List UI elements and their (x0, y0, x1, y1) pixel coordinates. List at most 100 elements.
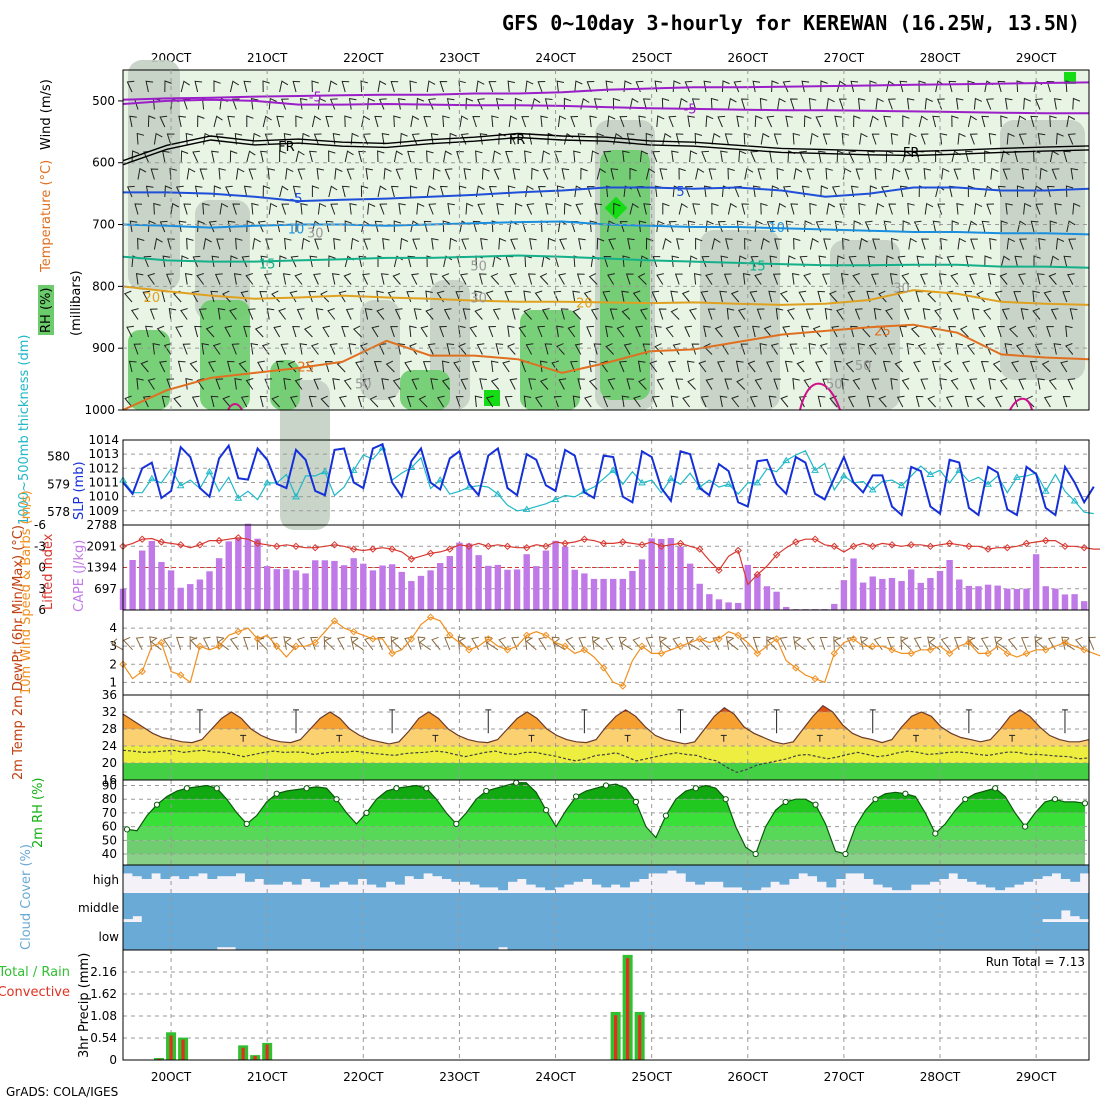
surface-wind-barb (968, 637, 979, 651)
cloud-cell (1070, 922, 1081, 950)
wind-barb (808, 97, 817, 110)
wind-barb (262, 185, 271, 198)
wind-barb (896, 290, 905, 303)
wind-barb (159, 115, 168, 128)
cape-bar (859, 582, 867, 610)
wind-barb (243, 185, 252, 198)
wind-barb (749, 395, 758, 408)
rh-legend-swatch (38, 285, 54, 335)
wind-barb (817, 290, 825, 303)
cloud-cell (1023, 893, 1034, 922)
wind-speed-marker (215, 642, 223, 650)
cape-bar (302, 573, 309, 610)
surface-wind-barb (940, 636, 950, 651)
cloud-cell (385, 893, 396, 922)
rh-medium-patch (830, 240, 900, 410)
wind-speed-marker (907, 649, 915, 658)
wind-barb (969, 273, 977, 285)
wind-barb (295, 115, 303, 128)
thickness-marker (609, 466, 618, 473)
wind-barb (826, 202, 836, 215)
cloud-cell (713, 922, 724, 950)
wind-speed-marker (1080, 646, 1088, 654)
wind-barb (314, 238, 322, 250)
contour-label: 10 (768, 221, 785, 236)
top-tick-label: 28OCT (920, 51, 961, 65)
surface-wind-barb (819, 637, 828, 650)
wind-barb (1005, 202, 1013, 215)
wind-barb (328, 255, 336, 268)
wind-barb (881, 185, 889, 198)
thickness-tick-label: 580 (47, 449, 70, 463)
surface-wind-barb (620, 638, 633, 651)
wind-barb (985, 98, 994, 110)
wind-barb (574, 343, 583, 355)
cloud-cell (545, 865, 555, 891)
wind-barb (574, 185, 583, 198)
surface-wind-barb (645, 636, 654, 651)
cloud-cell (357, 922, 368, 950)
wind-barb (449, 237, 458, 250)
cloud-cell (826, 893, 837, 922)
slp-axis-label: SLP (mb) (72, 461, 87, 520)
wind-barb (539, 273, 549, 285)
cape-bar (436, 563, 444, 610)
slp-tick-label: 1011 (88, 475, 119, 489)
cape-bar (215, 558, 223, 610)
cloud-cell (826, 922, 837, 950)
wind-barb (315, 308, 324, 320)
wind-barb (1043, 395, 1052, 408)
wind-barb (238, 360, 248, 373)
wind-barb (383, 167, 392, 180)
wind-barb (502, 360, 510, 373)
cloud-cell (470, 865, 480, 885)
cloud-cell (929, 893, 940, 922)
cloud-cell (938, 865, 949, 879)
wind-barb (847, 290, 856, 303)
wind-barb (708, 168, 717, 180)
cloud-cell (376, 922, 387, 950)
wind-barb (271, 395, 280, 408)
wind-barb (619, 221, 628, 233)
cape-bar (706, 594, 713, 610)
wind-barb (883, 115, 891, 128)
contour-label: 20 (576, 296, 593, 311)
slp-line (122, 442, 1095, 517)
wind-barb (334, 167, 343, 180)
cloud-cell (273, 922, 283, 950)
wind-barb (736, 378, 746, 390)
cloud-cell (141, 893, 152, 922)
wind-barb (194, 80, 203, 93)
cape-bar (763, 586, 771, 610)
cloud-cell (282, 865, 293, 882)
wind-barb (645, 168, 656, 180)
cloud-cell (357, 865, 368, 879)
wind-barb (872, 238, 880, 250)
wind-barb (537, 185, 546, 198)
wind-barb (730, 290, 740, 303)
wind-speed-marker (580, 646, 589, 654)
wind-barb (819, 343, 828, 355)
wind-barb (234, 132, 243, 145)
rh-tick-label: 50 (102, 833, 117, 847)
wind-barb (382, 237, 390, 250)
wind-barb (427, 343, 436, 355)
cloud-cell (638, 865, 649, 879)
cape-bar (696, 583, 703, 610)
maxmin-bar (485, 709, 492, 734)
wind-barb (159, 360, 167, 373)
maxmin-bar (720, 734, 727, 742)
wind-barb (619, 116, 628, 128)
rh-medium-patch (360, 300, 400, 400)
cape-bar (552, 540, 559, 610)
wind-barb (460, 273, 468, 285)
lifted-index-marker (215, 536, 223, 545)
wind-barb (338, 395, 347, 408)
surface-wind-barb (766, 637, 777, 651)
slp-tick-label: 1014 (88, 433, 119, 447)
wind-barb (192, 150, 200, 163)
wind-barb (570, 116, 579, 128)
cloud-cell (723, 922, 734, 950)
wind-barb (924, 202, 934, 215)
cloud-cell (507, 922, 518, 950)
